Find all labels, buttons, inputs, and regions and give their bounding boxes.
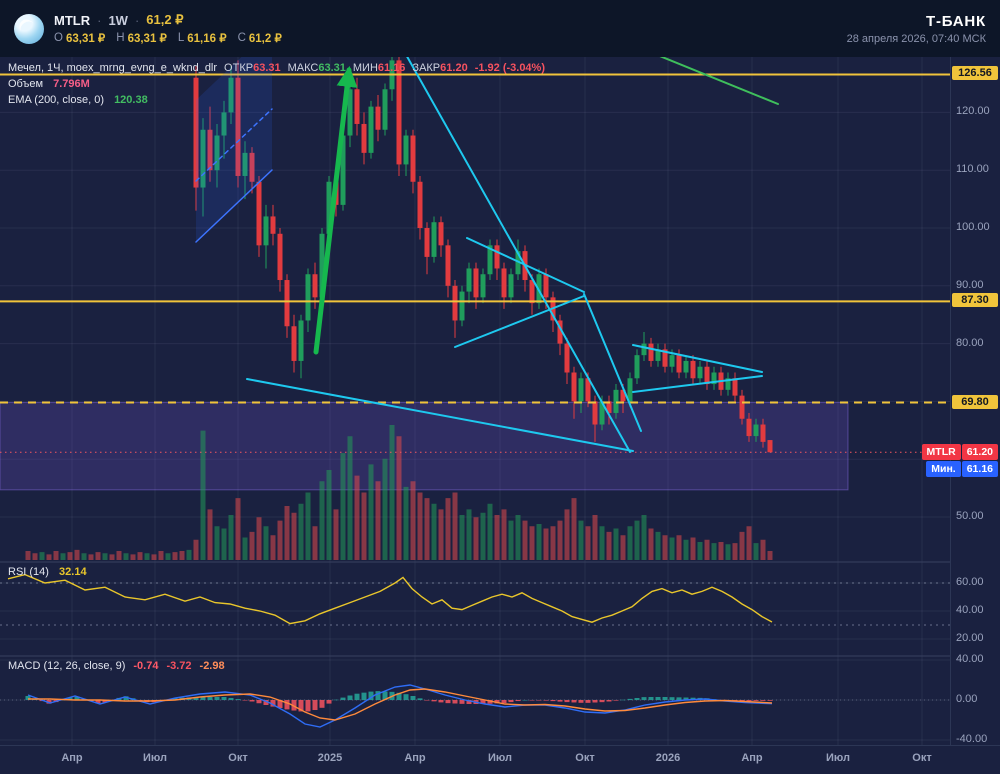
ohlc-value: 63,31 ₽ [65, 33, 106, 45]
volume-series [25, 425, 773, 560]
rsi-pane [0, 573, 950, 626]
macd-value: -3.72 [166, 660, 192, 672]
legend-change-value: -1.92 (-3.04%) [474, 62, 545, 74]
macd-label: MACD (12, 26, close, 9) [8, 660, 126, 672]
ohlc-value: 61,16 ₽ [187, 33, 227, 45]
legend-ohlc-value: 61.20 [440, 62, 468, 74]
macd-signal-line [28, 688, 773, 721]
legend-ohlc-value: 63.31 [318, 62, 346, 74]
indicator-legend: Мечел, 1Ч, moex_mrng_evng_e_wknd_dlr ОТКР… [8, 62, 545, 110]
ema-label: EMA (200, close, 0) [8, 94, 104, 106]
ohlc-value: 63,31 ₽ [127, 33, 167, 45]
trendline-steep [406, 57, 631, 453]
brand-block: Т-БАНК 28 апреля 2026, 07:40 МСК [847, 13, 986, 45]
top-bar: MTLR · 1W · 61,2 ₽ O 63,31 ₽ H 63,31 ₽ L 61,1… [0, 0, 1000, 57]
candlestick-series [193, 57, 773, 453]
time-axis[interactable] [0, 745, 1000, 774]
ema-200-line [659, 57, 779, 105]
legend-ohlc-label: ЗАКР [412, 62, 441, 74]
grid [0, 57, 950, 745]
volume-value: 7.796M [53, 78, 90, 90]
macd-legend[interactable]: MACD (12, 26, close, 9) -0.74 -3.72 -2.98 [8, 660, 225, 672]
rsi-label: RSI (14) [8, 566, 49, 578]
wedge-lower [632, 375, 763, 393]
legend-ohlc-label: ОТКР [224, 62, 254, 74]
wedge-upper [632, 344, 763, 373]
impulse-arrow [313, 65, 358, 355]
price-scale[interactable] [950, 57, 1000, 745]
legend-series-title: Мечел, 1Ч, moex_mrng_evng_e_wknd_dlr [8, 62, 218, 74]
legend-ohlc-label: МАКС [287, 62, 319, 74]
brand-name: Т-БАНК [926, 12, 986, 30]
macd-value: -2.98 [199, 660, 225, 672]
breakdown-line [583, 293, 642, 432]
macd-value: -0.74 [133, 660, 159, 672]
chart-canvas[interactable] [0, 57, 950, 745]
support-zone [0, 402, 849, 491]
separator-dot: · [97, 12, 102, 28]
triangle-lower [454, 295, 585, 348]
volume-label: Объем [8, 78, 44, 90]
trendline-shallow [246, 378, 634, 452]
current-datetime: 28 апреля 2026, 07:40 МСК [846, 32, 986, 45]
ohlc-label: L [177, 32, 185, 44]
ohlc-label: O [54, 32, 63, 44]
macd-line [27, 684, 773, 728]
macd-values: -0.74 -3.72 -2.98 [125, 660, 224, 672]
triangle-upper [466, 237, 585, 293]
parallel-channel-fill [196, 57, 272, 242]
instrument-info: MTLR · 1W · 61,2 ₽ O 63,31 ₽ H 63,31 ₽ L 61,1… [54, 12, 293, 45]
rsi-value: 32.14 [59, 566, 87, 578]
ohlc-value: 61,2 ₽ [248, 33, 282, 45]
main-pane [0, 57, 950, 560]
last-price: 61,2 ₽ [146, 12, 184, 27]
macd-pane [0, 684, 950, 728]
legend-main-row[interactable]: Мечел, 1Ч, moex_mrng_evng_e_wknd_dlr ОТКР… [8, 62, 545, 74]
legend-ohlc-label: МИН [352, 62, 378, 74]
rsi-legend[interactable]: RSI (14) 32.14 [8, 566, 87, 578]
instrument-header: MTLR · 1W · 61,2 ₽ O 63,31 ₽ H 63,31 ₽ L 61,1… [14, 12, 293, 45]
separator-dot: · [134, 12, 140, 28]
rsi-line [7, 573, 773, 625]
ema-value: 120.38 [114, 94, 148, 106]
ohlc-label: C [237, 32, 246, 44]
legend-ema-row[interactable]: EMA (200, close, 0) 120.38 [8, 94, 545, 106]
parallel-channel-midline [195, 108, 273, 182]
ohlc-row: O 63,31 ₽ H 63,31 ₽ L 61,16 ₽ C 61,2 ₽ [54, 31, 293, 45]
legend-ohlc-value: 61.16 [377, 62, 406, 74]
ohlc-label: H [116, 32, 125, 44]
ticker-symbol[interactable]: MTLR [54, 12, 91, 28]
timeframe-button[interactable]: 1W [108, 12, 128, 28]
parallel-channel-line [195, 169, 273, 243]
legend-ohlc-value: 63.31 [253, 62, 281, 74]
tbank-logo-icon [14, 13, 44, 44]
legend-volume-row[interactable]: Объем 7.796M [8, 78, 545, 90]
